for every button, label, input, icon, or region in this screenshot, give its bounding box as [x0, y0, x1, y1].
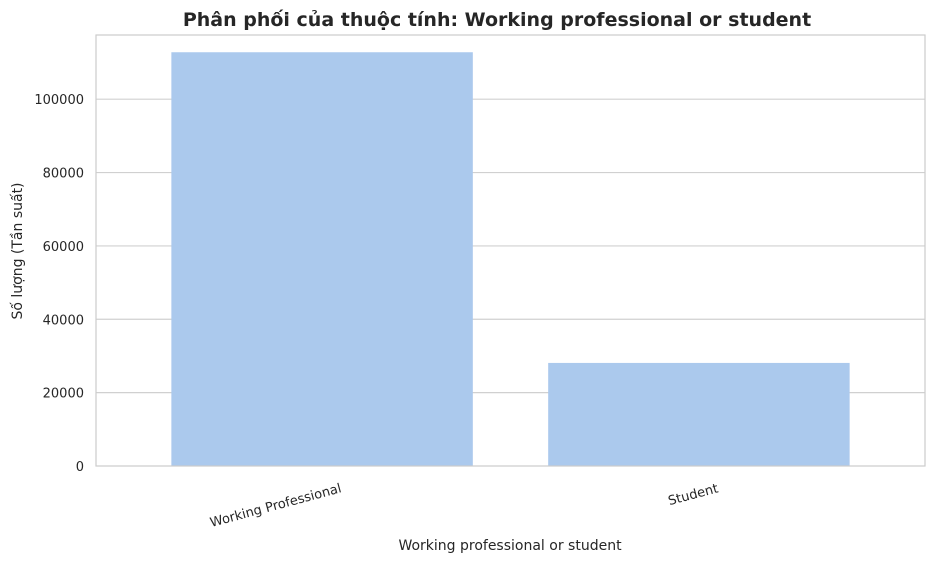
y-tick-label: 20000 [43, 387, 84, 402]
y-tick-label: 40000 [43, 313, 84, 328]
bar [171, 52, 473, 467]
y-tick-label: 0 [76, 460, 84, 475]
axes-frame [95, 34, 926, 467]
bars [171, 52, 850, 467]
chart-title: Phân phối của thuộc tính: Working profes… [183, 8, 811, 31]
y-axis-label: Số lượng (Tần suất) [9, 182, 26, 319]
y-tick-label: 80000 [43, 167, 84, 182]
y-tick-label: 60000 [43, 240, 84, 255]
x-axis-label: Working professional or student [398, 538, 622, 554]
y-tick-label: 100000 [34, 93, 84, 108]
y-tick-labels: 0 20000 40000 60000 80000 100000 [34, 93, 84, 475]
bar [548, 362, 850, 466]
